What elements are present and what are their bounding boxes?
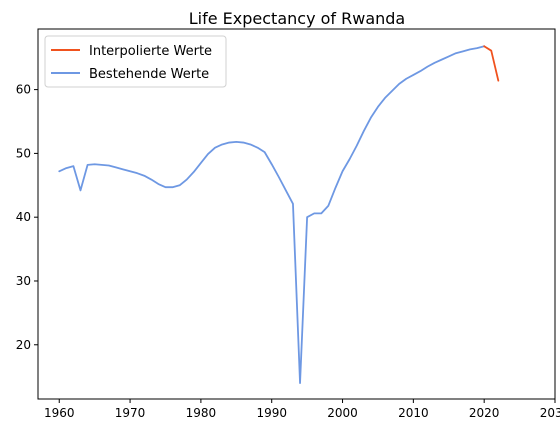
x-tick-label: 1970 <box>115 406 146 420</box>
y-tick-label: 60 <box>16 83 31 97</box>
x-tick-label: 1990 <box>256 406 287 420</box>
series-line-existing <box>58 45 486 384</box>
legend-label-existing: Bestehende Werte <box>89 67 209 82</box>
chart-title: Life Expectancy of Rwanda <box>189 9 405 28</box>
y-tick-label: 50 <box>16 146 31 160</box>
plot-frame <box>37 28 556 400</box>
x-tick-label: 2000 <box>327 406 358 420</box>
y-tick-label: 20 <box>16 338 31 352</box>
legend-box <box>44 35 227 88</box>
x-tick-label: 2020 <box>469 406 500 420</box>
x-tick-label: 1960 <box>44 406 75 420</box>
x-tick-label: 2010 <box>398 406 429 420</box>
y-tick-label: 30 <box>16 274 31 288</box>
y-tick-label: 40 <box>16 210 31 224</box>
legend-label-interpolated: Interpolierte Werte <box>89 44 212 59</box>
series-line-interpolated <box>483 45 500 82</box>
legend: Interpolierte Werte Bestehende Werte <box>44 35 227 88</box>
x-tick-label: 1980 <box>186 406 217 420</box>
